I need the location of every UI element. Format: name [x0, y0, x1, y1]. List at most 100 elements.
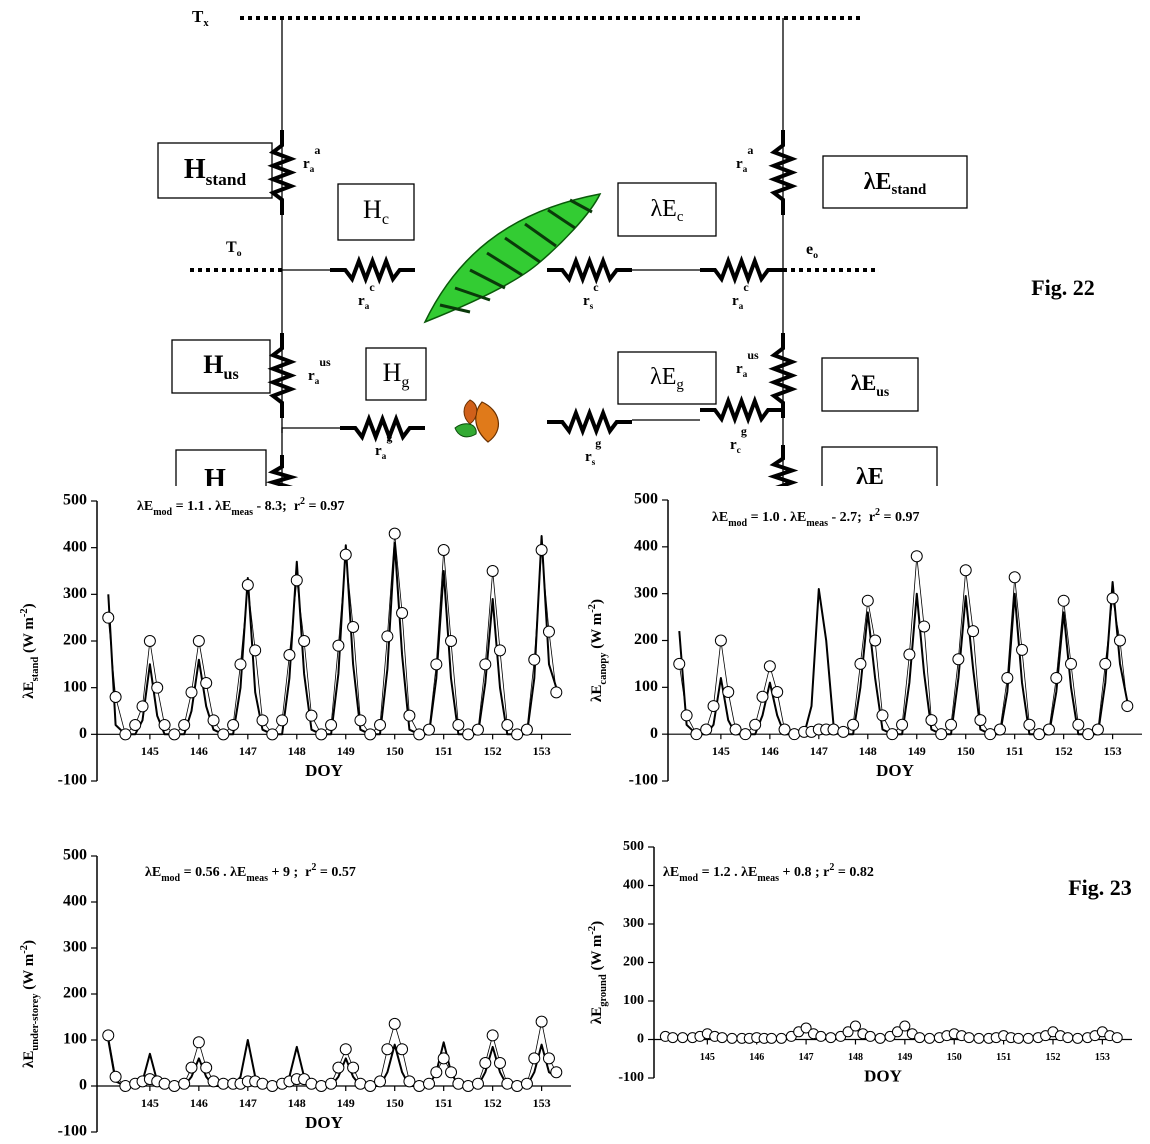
ylabel-close: ) — [589, 599, 605, 604]
data-point — [542, 625, 555, 638]
ground-leaves — [454, 399, 499, 443]
chart-background — [0, 486, 1150, 1144]
equation-part: = 1.0 . λE — [747, 510, 806, 525]
x-tick-label: 151 — [1006, 744, 1024, 758]
diagram-label: λEstand — [864, 169, 927, 199]
equation-part: = 0.56 . λE — [180, 865, 246, 880]
diagram-label: λEg — [650, 364, 684, 394]
equation-part: = 0.97 — [880, 510, 919, 525]
equation-part: meas — [231, 507, 253, 518]
x-tick-label: 145 — [141, 1096, 159, 1110]
data-point — [452, 719, 465, 731]
data-point — [716, 1032, 728, 1044]
equation-part: meas — [246, 873, 268, 884]
data-point — [413, 728, 426, 741]
equation-part: mod — [161, 873, 180, 884]
label-subscript: o — [813, 250, 818, 261]
data-point — [388, 1017, 401, 1030]
label-base: r — [308, 368, 315, 384]
equation-part: λE — [137, 499, 153, 514]
equation: λEmod = 1.1 . λEmeas - 8.3; r2 = 0.97 — [137, 496, 345, 518]
data-point — [283, 649, 296, 661]
equation-part: meas — [757, 873, 779, 884]
series-line — [678, 581, 1129, 736]
label-subscript: g — [401, 374, 409, 391]
label-subscript: c — [677, 209, 684, 225]
data-point — [207, 1075, 220, 1088]
label-subscript: c — [737, 446, 741, 456]
resistor — [700, 395, 783, 425]
diagram-label: rsc — [583, 280, 599, 312]
data-point — [876, 709, 889, 722]
y-tick-label: 300 — [623, 916, 644, 931]
x-tick-label: 152 — [484, 744, 502, 758]
ylabel-sup: -2 — [19, 608, 30, 617]
data-point — [479, 1057, 492, 1069]
data-point — [924, 1032, 936, 1044]
label-subscript: x — [203, 18, 209, 29]
data-point — [800, 1022, 812, 1034]
label-base: H — [203, 350, 223, 379]
diagram-label: rac — [358, 280, 375, 312]
data-point — [973, 1032, 985, 1044]
y-tick-label: 100 — [63, 678, 87, 695]
data-point — [1050, 671, 1063, 684]
x-tick-label: 145 — [712, 744, 730, 758]
x-tick-label: 148 — [848, 1052, 863, 1063]
x-tick-label: 153 — [533, 1096, 551, 1110]
label-box — [821, 446, 938, 486]
diagram-label: Hc — [363, 195, 389, 228]
label-base: r — [732, 293, 739, 309]
equation-part: = 1.2 . λE — [698, 865, 757, 880]
data-point — [707, 700, 720, 713]
x-tick-label: 148 — [859, 744, 877, 758]
label-subscript: us — [876, 384, 889, 399]
data-point — [305, 709, 318, 722]
equation-part: meas — [806, 518, 828, 529]
data-point — [256, 1077, 269, 1090]
data-point — [766, 1032, 778, 1044]
data-point — [528, 653, 541, 666]
label-base: r — [303, 156, 310, 172]
data-point — [778, 723, 791, 736]
data-point — [788, 728, 801, 741]
chart: -100 0 100 200 300 400 500 145 146 147 148 149 150 15… — [19, 492, 571, 789]
label-base: r — [585, 449, 592, 465]
y-tick-label: 500 — [634, 491, 658, 508]
data-point — [771, 686, 784, 699]
data-point — [1023, 718, 1036, 731]
resistor — [340, 413, 425, 443]
label-base: r — [583, 293, 590, 309]
diagram-label: raa — [303, 143, 320, 175]
x-tick-label: 150 — [386, 744, 404, 758]
data-point — [842, 1026, 854, 1038]
data-point — [775, 1032, 787, 1044]
x-tick-label: 149 — [897, 1052, 912, 1063]
label-box — [822, 155, 968, 209]
data-point — [200, 1061, 213, 1074]
label-box — [365, 347, 427, 401]
data-point — [471, 723, 484, 736]
label-base: T — [192, 7, 204, 26]
label-superscript: g — [595, 436, 601, 450]
data-point — [520, 723, 533, 736]
x-tick-label: 153 — [1095, 1052, 1110, 1063]
data-point — [914, 1032, 926, 1044]
x-tick-label: 151 — [435, 744, 453, 758]
y-tick-label: -100 — [629, 772, 658, 789]
y-axis-label: λEstand (W m-2) — [19, 603, 41, 698]
wire — [281, 427, 340, 433]
label-superscript: us — [319, 355, 331, 369]
ylabel-close: ) — [589, 921, 605, 926]
data-point — [256, 714, 269, 727]
equation-part: mod — [679, 873, 698, 884]
ylabel-close: ) — [21, 603, 37, 608]
y-tick-label: 300 — [63, 585, 87, 602]
diagram-label: Hstand — [184, 154, 247, 189]
data-point — [520, 1077, 533, 1090]
equation-part: + 0.8 ; r — [779, 865, 829, 880]
data-point — [430, 1066, 443, 1079]
data-point — [403, 1075, 416, 1088]
label-base: λE — [856, 464, 884, 490]
data-point — [486, 565, 499, 577]
